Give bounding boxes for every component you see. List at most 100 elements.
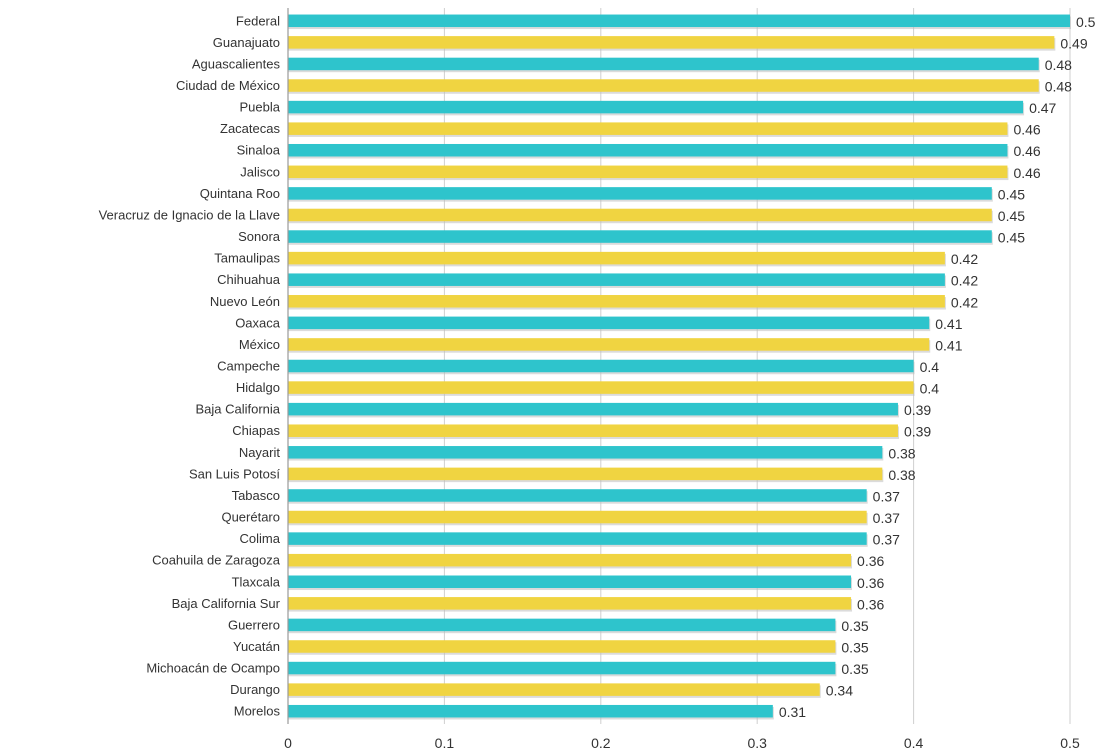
bar — [288, 661, 836, 675]
bars — [288, 14, 1071, 720]
bar — [288, 273, 945, 286]
data-label: 0.45 — [998, 208, 1025, 224]
category-label: Guerrero — [228, 617, 280, 632]
x-tick-labels: 0 0.1 0.2 0.3 0.4 0.5 — [284, 735, 1080, 751]
data-label: 0.36 — [857, 596, 884, 612]
category-label: Jalisco — [240, 164, 280, 179]
bar — [288, 316, 930, 330]
category-label: Hidalgo — [236, 380, 280, 395]
bar — [288, 165, 1008, 179]
category-label: Coahuila de Zaragoza — [152, 553, 281, 568]
bar — [288, 251, 945, 265]
data-label: 0.42 — [951, 251, 978, 267]
category-label: Michoacán de Ocampo — [146, 661, 280, 676]
category-label: Nuevo León — [210, 294, 280, 309]
category-label: Federal — [236, 13, 280, 28]
category-label: Zacatecas — [220, 121, 280, 136]
bar — [288, 230, 992, 243]
x-tick-label: 0.1 — [435, 735, 455, 751]
bar — [288, 402, 898, 416]
bar — [288, 143, 1008, 157]
bar — [288, 79, 1039, 92]
x-tick-label: 0 — [284, 735, 292, 751]
category-label: Morelos — [234, 704, 281, 719]
bar — [288, 575, 852, 589]
bar — [288, 338, 930, 351]
bar — [288, 446, 883, 459]
bar — [288, 359, 914, 373]
category-label: Sinaloa — [237, 143, 281, 158]
data-label: 0.5 — [1076, 14, 1096, 30]
data-label: 0.41 — [935, 316, 962, 332]
bar — [288, 424, 898, 437]
category-label: Chihuahua — [217, 272, 281, 287]
data-label: 0.37 — [873, 510, 900, 526]
value-labels: 0.5 0.49 0.48 0.48 0.47 0.46 0.46 0.46 0.45 0.45 0… — [779, 14, 1096, 720]
category-label: Oaxaca — [235, 315, 281, 330]
category-label: Querétaro — [221, 510, 280, 525]
category-label: Baja California Sur — [172, 596, 281, 611]
category-label: Aguascalientes — [192, 56, 281, 71]
bar — [288, 57, 1039, 71]
data-label: 0.35 — [841, 639, 868, 655]
x-tick-label: 0.2 — [591, 735, 611, 751]
data-label: 0.48 — [1045, 79, 1072, 95]
category-label: México — [239, 337, 280, 352]
data-label: 0.37 — [873, 532, 900, 548]
category-label: Colima — [240, 531, 281, 546]
data-label: 0.48 — [1045, 57, 1072, 73]
data-label: 0.41 — [935, 337, 962, 353]
bar — [288, 532, 867, 545]
data-label: 0.47 — [1029, 100, 1056, 116]
data-label: 0.45 — [998, 230, 1025, 246]
bar — [288, 553, 852, 567]
category-label: Ciudad de México — [176, 78, 280, 93]
bar — [288, 467, 883, 481]
bar — [288, 510, 867, 524]
category-label: Durango — [230, 682, 280, 697]
bar — [288, 381, 914, 394]
data-label: 0.36 — [857, 553, 884, 569]
bar — [288, 618, 836, 632]
data-label: 0.46 — [1013, 122, 1040, 138]
bar — [288, 683, 820, 696]
category-label: San Luis Potosí — [189, 466, 280, 481]
data-label: 0.4 — [920, 381, 940, 397]
data-label: 0.38 — [888, 445, 915, 461]
category-label: Tabasco — [232, 488, 280, 503]
data-label: 0.39 — [904, 424, 931, 440]
category-label: Veracruz de Ignacio de la Llave — [99, 207, 280, 222]
data-label: 0.34 — [826, 683, 853, 699]
x-tick-label: 0.3 — [747, 735, 767, 751]
data-label: 0.46 — [1013, 143, 1040, 159]
bar — [288, 122, 1008, 135]
data-label: 0.42 — [951, 294, 978, 310]
data-label: 0.38 — [888, 467, 915, 483]
category-label: Sonora — [238, 229, 281, 244]
data-label: 0.46 — [1013, 165, 1040, 181]
category-label: Guanajuato — [213, 35, 280, 50]
bar — [288, 36, 1055, 49]
bar — [288, 208, 992, 222]
category-label: Yucatán — [233, 639, 280, 654]
category-label: Quintana Roo — [200, 186, 280, 201]
bar — [288, 597, 852, 610]
bar — [288, 704, 773, 718]
category-label: Puebla — [240, 100, 281, 115]
data-label: 0.39 — [904, 402, 931, 418]
data-label: 0.49 — [1060, 35, 1087, 51]
data-label: 0.31 — [779, 704, 806, 720]
bar — [288, 640, 836, 653]
bar — [288, 14, 1070, 28]
data-label: 0.36 — [857, 575, 884, 591]
data-label: 0.35 — [841, 618, 868, 634]
data-label: 0.35 — [841, 661, 868, 677]
bar — [288, 489, 867, 502]
bar — [288, 295, 945, 308]
data-label: 0.37 — [873, 488, 900, 504]
data-label: 0.45 — [998, 186, 1025, 202]
bar — [288, 187, 992, 200]
category-label: Chiapas — [232, 423, 280, 438]
category-label: Baja California — [195, 402, 280, 417]
